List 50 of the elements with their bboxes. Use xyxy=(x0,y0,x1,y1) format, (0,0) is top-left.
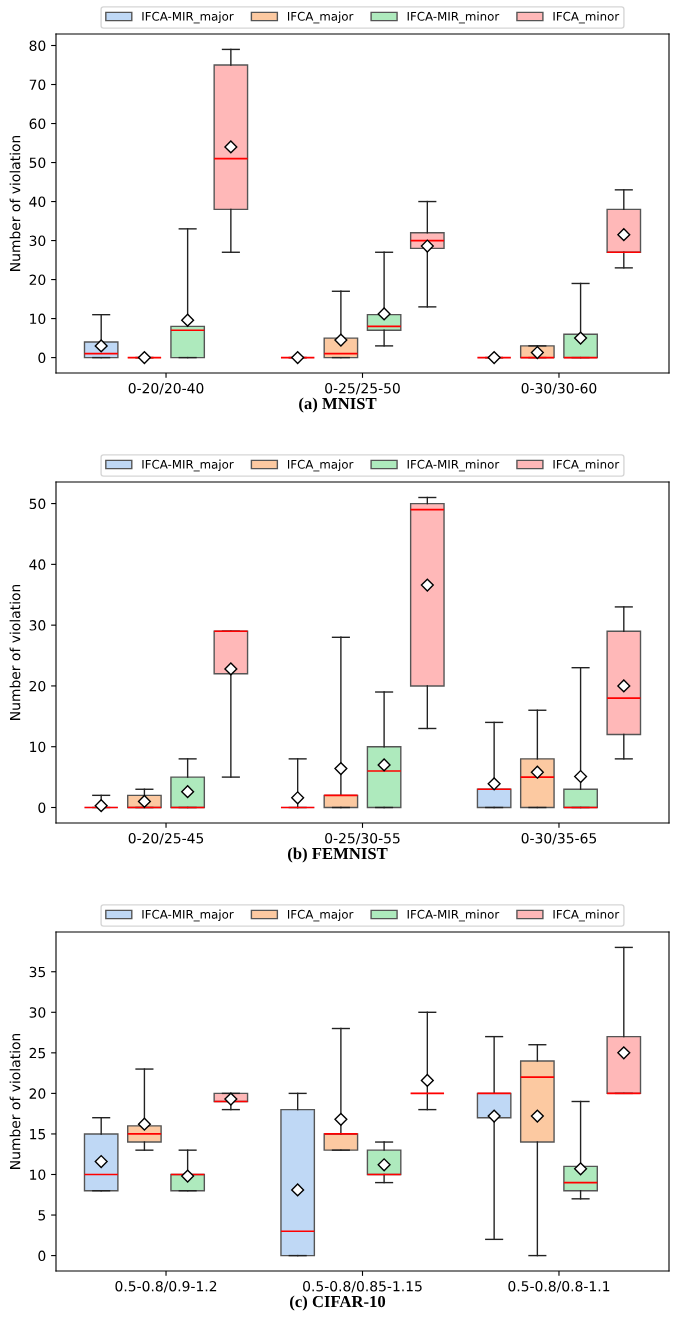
legend-label: IFCA_major xyxy=(287,909,354,922)
y-tick-label: 60 xyxy=(29,118,46,129)
y-axis-title: Number of violation xyxy=(9,135,21,271)
legend-label: IFCA_minor xyxy=(553,11,620,24)
x-tick-label: 0-20/20-40 xyxy=(128,382,204,395)
y-tick-label: 35 xyxy=(29,966,46,978)
y-tick-label: 25 xyxy=(29,1047,46,1059)
legend-label: IFCA_major xyxy=(287,459,354,472)
text: (a) MNIST xyxy=(299,397,377,413)
y-tick-label: 0 xyxy=(38,352,46,364)
legend-label: IFCA-MIR_major xyxy=(142,459,234,472)
y-tick-label: 30 xyxy=(29,235,46,247)
y-tick-label: 10 xyxy=(30,313,46,325)
y-tick-label: 20 xyxy=(29,274,46,286)
x-tick-label: 0.5-0.8/0.85-1.15 xyxy=(303,1280,422,1293)
y-tick-label: 40 xyxy=(29,196,46,208)
x-tick-label: 0-25/30-55 xyxy=(325,832,400,845)
y-tick-label: 70 xyxy=(29,79,46,90)
y-tick-label: 30 xyxy=(29,620,46,631)
x-tick-label: 0-30/35-65 xyxy=(521,832,597,845)
y-tick-label: 5 xyxy=(38,1210,46,1221)
y-tick-label: 40 xyxy=(29,559,46,570)
x-tick-label: 0-25/25-50 xyxy=(325,382,400,395)
y-axis-title: Number of violation xyxy=(9,1033,21,1169)
legend-label: IFCA_minor xyxy=(553,909,620,922)
y-tick-label: 20 xyxy=(29,680,46,692)
y-axis-title: Number of violation xyxy=(9,584,21,720)
text: (c) CIFAR-10 xyxy=(290,1295,386,1311)
legend-label: IFCA-MIR_major xyxy=(142,909,234,922)
y-tick-label: 15 xyxy=(30,1129,46,1140)
y-tick-label: 50 xyxy=(29,157,46,169)
legend-label: IFCA-MIR_major xyxy=(142,11,234,24)
legend-label: IFCA-MIR_minor xyxy=(407,909,500,922)
legend-label: IFCA_minor xyxy=(553,459,620,472)
y-tick-label: 80 xyxy=(29,40,46,51)
y-tick-label: 0 xyxy=(38,1250,46,1262)
y-tick-label: 20 xyxy=(29,1088,46,1099)
y-tick-label: 10 xyxy=(30,1169,46,1180)
y-tick-label: 30 xyxy=(29,1007,46,1018)
x-tick-label: 0.5-0.8/0.8-1.1 xyxy=(508,1280,610,1293)
x-tick-label: 0-30/30-60 xyxy=(521,382,597,395)
legend-label: IFCA-MIR_minor xyxy=(407,459,500,472)
y-tick-label: 10 xyxy=(30,741,46,753)
text: (b) FEMNIST xyxy=(288,847,388,863)
y-tick-label: 50 xyxy=(29,498,46,510)
x-tick-label: 0-20/25-45 xyxy=(128,832,204,845)
legend-label: IFCA_major xyxy=(287,11,354,24)
y-tick-label: 0 xyxy=(38,802,46,813)
x-tick-label: 0.5-0.8/0.9-1.2 xyxy=(115,1280,217,1293)
legend-label: IFCA-MIR_minor xyxy=(407,11,500,24)
